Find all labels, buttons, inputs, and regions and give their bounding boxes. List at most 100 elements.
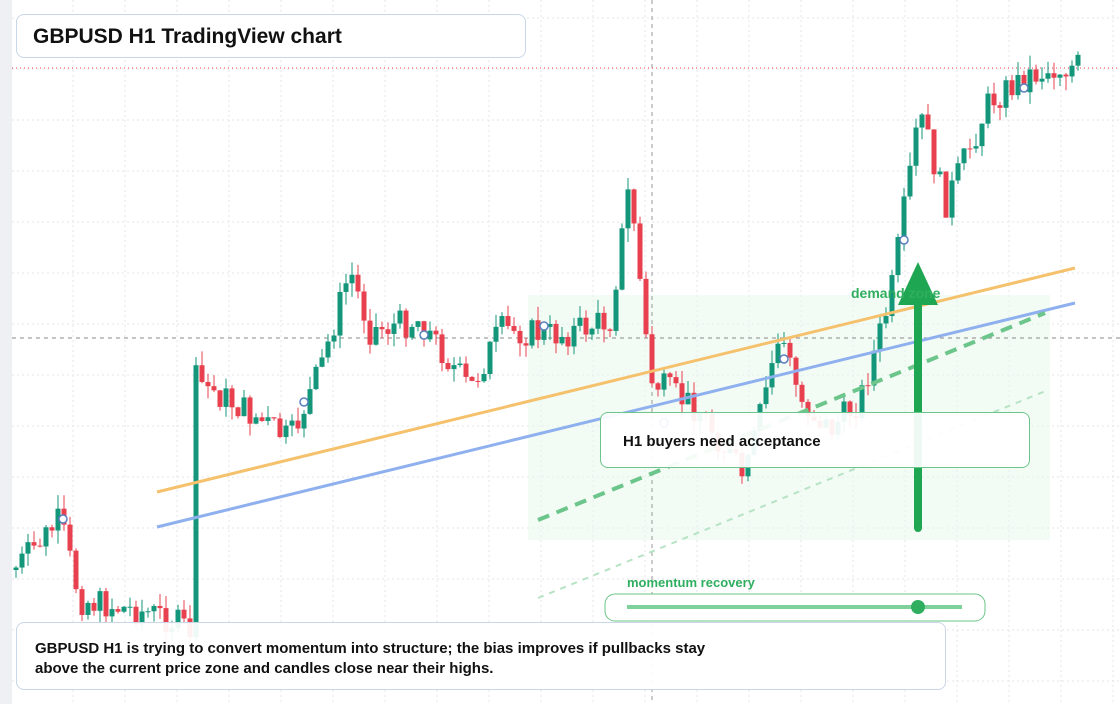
candle (943, 171, 949, 218)
candle (163, 608, 169, 633)
candle (115, 609, 121, 612)
candle (973, 146, 979, 149)
candle (319, 357, 325, 367)
candle (769, 363, 775, 388)
candle (133, 606, 139, 625)
candle (97, 591, 103, 611)
callout-box: H1 buyers need acceptance (600, 412, 1030, 468)
marker (58, 514, 68, 524)
candle (865, 385, 871, 387)
candle (649, 334, 655, 384)
candle (877, 323, 883, 351)
candle (157, 605, 163, 609)
candle (223, 388, 229, 407)
candle (325, 341, 331, 358)
candle (559, 336, 565, 344)
candle (127, 606, 133, 608)
marker (779, 354, 789, 364)
candle (271, 417, 277, 419)
candle (1009, 80, 1015, 96)
title-box: GBPUSD H1 TradingView chart (16, 14, 526, 58)
candle (397, 310, 403, 324)
candle (259, 417, 265, 421)
candle (1045, 73, 1051, 79)
candle (691, 392, 697, 422)
candle (409, 326, 415, 338)
candle (625, 189, 631, 229)
candle (91, 602, 97, 611)
candle (1069, 65, 1075, 77)
candle (643, 278, 649, 335)
candle (241, 397, 247, 417)
marker (299, 397, 309, 407)
candle (493, 326, 499, 342)
candle (307, 389, 313, 414)
candle (13, 567, 19, 570)
candle (487, 341, 493, 375)
candle (217, 390, 223, 407)
candle (349, 274, 355, 284)
candle (1063, 74, 1069, 77)
momentum-label: momentum recovery (627, 575, 756, 590)
candle (553, 323, 559, 344)
candle (517, 330, 523, 344)
candle (439, 334, 445, 364)
candle (985, 93, 991, 124)
candle (979, 123, 985, 147)
candle (109, 609, 115, 617)
candle (151, 605, 157, 612)
candle (193, 365, 199, 638)
candle (907, 165, 913, 197)
candle (475, 380, 481, 382)
candle (589, 328, 595, 335)
candle (1057, 74, 1063, 78)
left-bar (0, 0, 12, 704)
candle (919, 114, 925, 128)
candle (679, 383, 685, 405)
candle (871, 350, 877, 386)
candle (415, 321, 421, 327)
candle (355, 274, 361, 292)
candle (121, 606, 127, 612)
candle (427, 330, 433, 340)
marker (899, 235, 909, 245)
candle (1003, 80, 1009, 108)
candle (949, 180, 955, 218)
candle (523, 343, 529, 346)
candle (1033, 69, 1039, 82)
candle (31, 542, 37, 546)
candle (55, 508, 61, 531)
candle (481, 374, 487, 382)
candle (235, 407, 241, 417)
candle (847, 401, 853, 417)
candle (991, 93, 997, 106)
candle (607, 329, 613, 331)
candle (301, 413, 307, 429)
candle (955, 163, 961, 181)
candle (25, 542, 31, 554)
candle (19, 553, 25, 568)
candle (469, 376, 475, 381)
candle (859, 385, 865, 418)
candle (457, 363, 463, 366)
trendline-green (537, 311, 1046, 522)
candle (385, 329, 391, 334)
candle (403, 310, 409, 338)
candle (145, 611, 151, 613)
candle (655, 383, 661, 390)
candle (763, 387, 769, 405)
candle (673, 377, 679, 384)
candle (787, 342, 793, 358)
candle (175, 609, 181, 629)
candle (343, 283, 349, 292)
candle (1039, 78, 1045, 82)
candle (67, 524, 73, 551)
candle (211, 386, 217, 391)
candle (619, 228, 625, 290)
caption-box: GBPUSD H1 is trying to convert momentum … (16, 622, 946, 690)
candle (511, 326, 517, 331)
candle (595, 312, 601, 329)
candle (937, 171, 943, 175)
candle (247, 397, 253, 424)
candle (1051, 73, 1057, 78)
